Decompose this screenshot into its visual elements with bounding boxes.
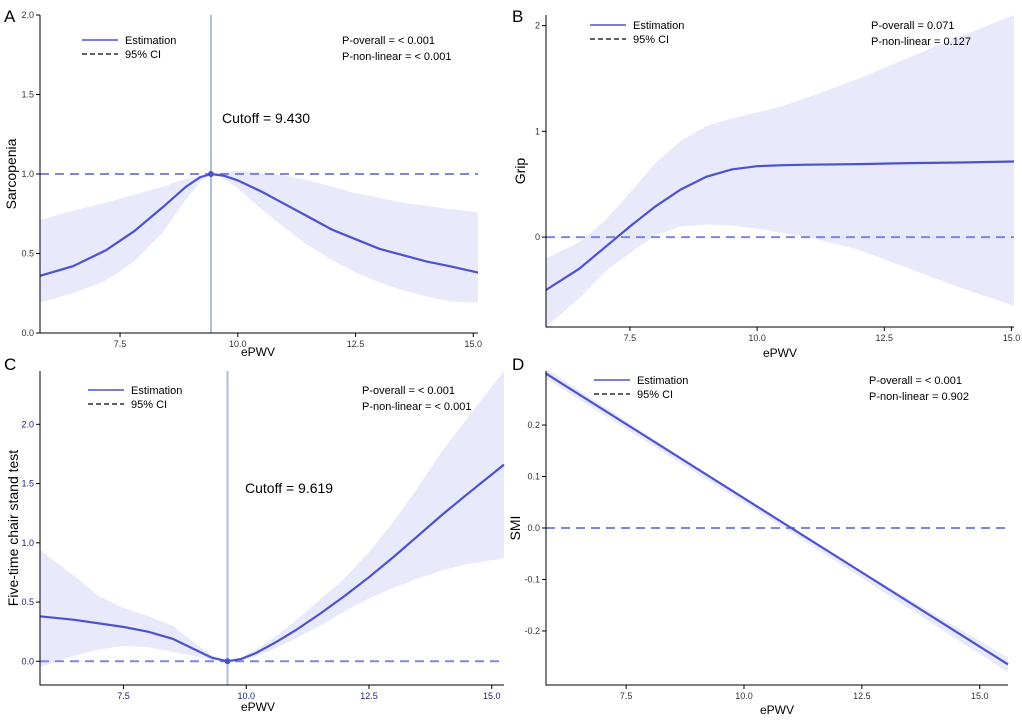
estimation-line — [545, 372, 1009, 666]
x-tick-label: 7.5 — [114, 339, 127, 349]
legend-estimation-label: Estimation — [131, 385, 182, 397]
y-tick-label: 2.0 — [21, 10, 34, 20]
x-tick-label: 15.0 — [1003, 333, 1021, 343]
y-tick-label: 0.5 — [21, 597, 34, 607]
panel-letter: D — [512, 355, 524, 374]
x-axis-label: ePWV — [763, 346, 797, 360]
y-tick-label: 1.5 — [21, 90, 34, 100]
y-tick-label: 0.0 — [527, 523, 540, 533]
p-nonlinear-label: P-non-linear = < 0.001 — [362, 401, 471, 413]
y-tick-label: -0.1 — [524, 574, 540, 584]
y-tick-label: -0.2 — [524, 626, 540, 636]
y-tick-label: 1 — [535, 126, 540, 136]
x-tick-label: 12.5 — [347, 339, 365, 349]
y-axis-label: Grip — [512, 158, 528, 185]
y-tick-label: 1.5 — [21, 479, 34, 489]
y-tick-label: 0 — [535, 232, 540, 242]
legend-ci-label: 95% CI — [131, 399, 167, 411]
legend-estimation-label: Estimation — [125, 35, 176, 47]
p-nonlinear-label: P-non-linear = 0.902 — [869, 391, 969, 403]
panel-d: 7.5 10.0 12.5 15.0 -0.2 -0.1 0.0 0.1 0.2 ePWV SMI D… — [507, 355, 1009, 717]
x-tick-label: 10.0 — [229, 339, 247, 349]
estimation-line — [39, 463, 505, 663]
legend-ci-label: 95% CI — [637, 389, 673, 401]
panel-letter: C — [4, 355, 16, 374]
p-overall-label: P-overall = 0.071 — [871, 20, 954, 32]
y-tick-label: 1.0 — [21, 169, 34, 179]
estimation-line — [545, 160, 1015, 291]
x-tick-label: 15.0 — [971, 691, 989, 701]
x-tick-label: 10.0 — [735, 691, 753, 701]
y-tick-label: 1.0 — [21, 538, 34, 548]
estimation-line — [39, 172, 479, 277]
panel-letter: B — [512, 7, 523, 26]
ci-band — [40, 371, 504, 668]
panel-b: 7.5 10.0 12.5 15.0 0 1 2 ePWV Grip B Estimation 95%… — [512, 7, 1020, 360]
cutoff-point — [224, 658, 231, 665]
y-axis-label: Five-time chair stand test — [5, 450, 21, 606]
panel-a: Cutoff = 9.430 7.5 10.0 12.5 15.0 0.0 0.5 1.0 1.… — [3, 7, 482, 359]
cutoff-label: Cutoff = 9.430 — [222, 110, 310, 126]
legend-estimation-label: Estimation — [633, 20, 684, 32]
cutoff-label: Cutoff = 9.619 — [245, 480, 333, 496]
legend-ci-label: 95% CI — [125, 49, 161, 61]
x-tick-label: 10.0 — [237, 691, 255, 701]
x-axis-label: ePWV — [760, 703, 794, 717]
p-nonlinear-label: P-non-linear = < 0.001 — [342, 51, 451, 63]
x-tick-label: 7.5 — [624, 333, 637, 343]
y-tick-label: 2 — [535, 21, 540, 31]
ci-band — [546, 15, 1014, 327]
y-axis-label: Sarcopenia — [3, 138, 19, 209]
y-tick-label: 0.5 — [21, 249, 34, 259]
y-tick-label: 0.2 — [527, 420, 540, 430]
cutoff-point — [207, 171, 214, 177]
y-tick-label: 0.1 — [527, 472, 540, 482]
p-overall-label: P-overall = < 0.001 — [869, 375, 962, 387]
x-tick-label: 10.0 — [748, 333, 766, 343]
x-tick-label: 15.0 — [483, 691, 501, 701]
legend-ci-label: 95% CI — [633, 34, 669, 46]
y-axis-label: SMI — [507, 516, 523, 541]
y-tick-label: 2.0 — [21, 419, 34, 429]
p-overall-label: P-overall = < 0.001 — [362, 385, 455, 397]
x-tick-label: 7.5 — [620, 691, 633, 701]
x-tick-label: 12.5 — [876, 333, 894, 343]
ci-band — [546, 368, 1008, 673]
x-axis-label: ePWV — [241, 345, 275, 359]
x-axis-label: ePWV — [241, 700, 275, 714]
x-tick-label: 12.5 — [853, 691, 871, 701]
panel-letter: A — [4, 7, 16, 26]
y-tick-label: 0.0 — [21, 328, 34, 338]
legend-estimation-label: Estimation — [637, 375, 688, 387]
panel-c: Cutoff = 9.619 7.5 10.0 12.5 15.0 0.0 0.5 1.0 1.… — [4, 355, 505, 714]
x-tick-label: 7.5 — [117, 691, 130, 701]
p-nonlinear-label: P-non-linear = 0.127 — [871, 36, 971, 48]
p-overall-label: P-overall = < 0.001 — [342, 35, 435, 47]
y-tick-label: 0.0 — [21, 656, 34, 666]
ci-band — [40, 170, 478, 303]
x-tick-label: 12.5 — [360, 691, 378, 701]
x-tick-label: 15.0 — [465, 339, 483, 349]
